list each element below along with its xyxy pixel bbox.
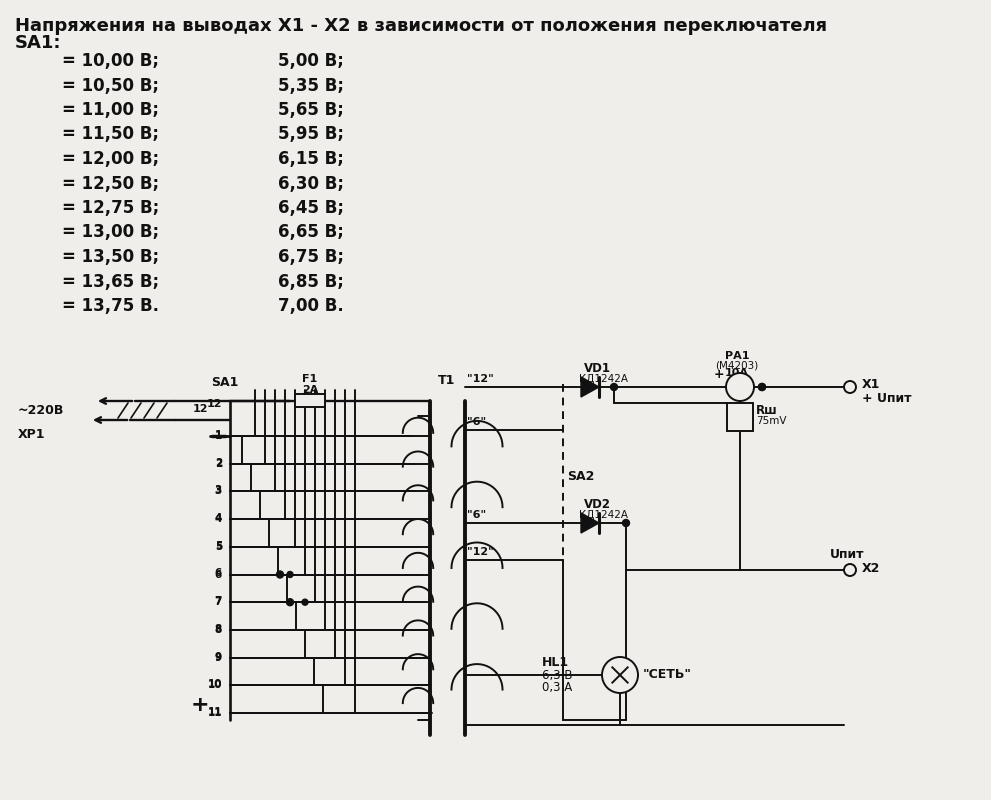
Text: 10А: 10А — [725, 368, 749, 378]
Bar — [727, 403, 753, 431]
Text: SA1:: SA1: — [15, 34, 61, 52]
Text: КД1242А: КД1242А — [579, 510, 628, 520]
Text: 7,00 В.: 7,00 В. — [278, 297, 344, 315]
Text: Напряжения на выводах X1 - X2 в зависимости от положения переключателя: Напряжения на выводах X1 - X2 в зависимо… — [15, 17, 827, 35]
Text: +: + — [190, 695, 209, 715]
Circle shape — [610, 383, 617, 390]
Text: 10: 10 — [207, 680, 222, 690]
Text: "12": "12" — [467, 547, 494, 557]
Text: 11: 11 — [207, 707, 222, 717]
Text: HL1: HL1 — [542, 657, 569, 670]
Text: Uпит: Uпит — [830, 549, 864, 562]
Text: "СЕТЬ": "СЕТЬ" — [643, 669, 692, 682]
Text: КД1242А: КД1242А — [579, 374, 628, 384]
Text: 6,65 В;: 6,65 В; — [278, 223, 344, 242]
Text: "6": "6" — [467, 417, 487, 427]
Text: 11: 11 — [207, 708, 222, 718]
Bar — [295, 394, 325, 407]
Text: 6,3 В: 6,3 В — [542, 669, 573, 682]
Circle shape — [844, 564, 856, 576]
Text: 75mV: 75mV — [756, 416, 787, 426]
Circle shape — [844, 381, 856, 393]
Text: VD1: VD1 — [584, 362, 611, 375]
Text: = 13,50 В;: = 13,50 В; — [62, 248, 160, 266]
Text: 5,00 В;: 5,00 В; — [278, 52, 344, 70]
Text: 6,75 В;: 6,75 В; — [278, 248, 344, 266]
Text: X2: X2 — [862, 562, 880, 574]
Text: 1: 1 — [215, 431, 222, 441]
Circle shape — [302, 599, 308, 605]
Text: "6": "6" — [467, 510, 487, 520]
Text: 8: 8 — [215, 625, 222, 635]
Text: = 13,65 В;: = 13,65 В; — [62, 273, 160, 290]
Text: 6,15 В;: 6,15 В; — [278, 150, 344, 168]
Text: F1: F1 — [302, 374, 318, 384]
Circle shape — [602, 657, 638, 693]
Text: 12: 12 — [206, 399, 222, 409]
Text: = 13,00 В;: = 13,00 В; — [62, 223, 160, 242]
Text: 2: 2 — [215, 458, 222, 469]
Text: 9: 9 — [215, 651, 222, 662]
Text: 5: 5 — [215, 542, 222, 552]
Text: = 13,75 В.: = 13,75 В. — [62, 297, 159, 315]
Circle shape — [286, 598, 293, 606]
Polygon shape — [581, 513, 599, 533]
Text: 10: 10 — [207, 679, 222, 690]
Text: 5: 5 — [215, 541, 222, 550]
Text: ХР1: ХР1 — [18, 427, 46, 441]
Text: = 12,50 В;: = 12,50 В; — [62, 174, 160, 193]
Text: 3: 3 — [215, 486, 222, 496]
Text: +: + — [714, 369, 724, 382]
Text: 7: 7 — [215, 596, 222, 606]
Text: 2А: 2А — [302, 385, 318, 395]
Text: SA2: SA2 — [567, 470, 595, 483]
Text: 6: 6 — [215, 570, 222, 579]
Polygon shape — [581, 377, 599, 397]
Text: VD2: VD2 — [584, 498, 611, 511]
Text: = 10,00 В;: = 10,00 В; — [62, 52, 159, 70]
Circle shape — [758, 383, 765, 390]
Text: РА1: РА1 — [724, 351, 749, 361]
Text: = 11,50 В;: = 11,50 В; — [62, 126, 159, 143]
Text: = 10,50 В;: = 10,50 В; — [62, 77, 159, 94]
Text: 8: 8 — [215, 624, 222, 634]
Text: = 12,75 В;: = 12,75 В; — [62, 199, 160, 217]
Text: + Uпит: + Uпит — [862, 393, 912, 406]
Text: 1: 1 — [215, 430, 222, 440]
Text: Rш: Rш — [756, 405, 778, 418]
Circle shape — [622, 519, 629, 526]
Text: 6,30 В;: 6,30 В; — [278, 174, 344, 193]
Text: μА: μА — [733, 382, 746, 392]
Text: = 12,00 В;: = 12,00 В; — [62, 150, 160, 168]
Circle shape — [276, 571, 283, 578]
Text: 6,45 В;: 6,45 В; — [278, 199, 344, 217]
Text: X1: X1 — [862, 378, 880, 391]
Text: "12": "12" — [467, 374, 494, 384]
Circle shape — [726, 373, 754, 401]
Text: ~220В: ~220В — [18, 405, 64, 418]
Text: 5,35 В;: 5,35 В; — [278, 77, 344, 94]
Text: 4: 4 — [215, 513, 222, 523]
Circle shape — [287, 571, 293, 578]
Text: 2: 2 — [215, 458, 222, 468]
Text: 5,95 В;: 5,95 В; — [278, 126, 344, 143]
Text: SA1: SA1 — [211, 377, 239, 390]
Text: 5,65 В;: 5,65 В; — [278, 101, 344, 119]
Text: 9: 9 — [215, 653, 222, 662]
Text: 12: 12 — [192, 404, 208, 414]
Text: T1: T1 — [438, 374, 456, 387]
Text: = 11,00 В;: = 11,00 В; — [62, 101, 159, 119]
Text: 7: 7 — [215, 597, 222, 607]
Circle shape — [758, 383, 765, 390]
Text: 0,3 А: 0,3 А — [542, 681, 572, 694]
Text: (М4203): (М4203) — [716, 360, 759, 370]
Text: 4: 4 — [215, 514, 222, 524]
Text: 6: 6 — [215, 569, 222, 578]
Text: 3: 3 — [215, 486, 222, 495]
Text: 6,85 В;: 6,85 В; — [278, 273, 344, 290]
